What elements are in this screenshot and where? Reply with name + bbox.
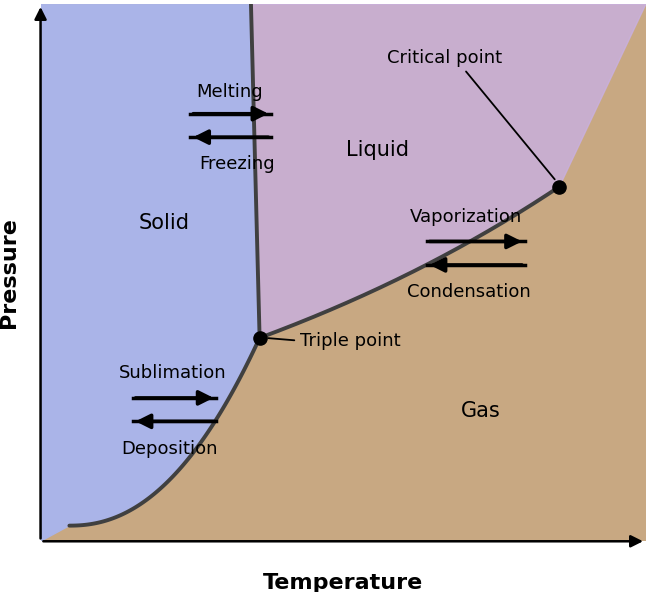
Polygon shape bbox=[40, 4, 646, 541]
Point bbox=[254, 333, 265, 343]
Text: Pressure: Pressure bbox=[0, 217, 19, 328]
Text: Liquid: Liquid bbox=[346, 140, 409, 160]
Text: Freezing: Freezing bbox=[199, 155, 275, 173]
Text: Melting: Melting bbox=[196, 83, 263, 101]
Text: Temperature: Temperature bbox=[263, 572, 423, 592]
Text: Triple point: Triple point bbox=[300, 332, 400, 349]
Point bbox=[554, 182, 565, 191]
Text: Gas: Gas bbox=[462, 401, 501, 421]
Text: Deposition: Deposition bbox=[122, 440, 218, 458]
Text: Solid: Solid bbox=[138, 213, 190, 233]
Polygon shape bbox=[40, 4, 259, 541]
Text: Critical point: Critical point bbox=[387, 49, 502, 67]
Text: Vaporization: Vaporization bbox=[410, 208, 522, 226]
Text: Sublimation: Sublimation bbox=[118, 364, 226, 382]
Text: Condensation: Condensation bbox=[407, 283, 530, 301]
Polygon shape bbox=[251, 4, 646, 338]
